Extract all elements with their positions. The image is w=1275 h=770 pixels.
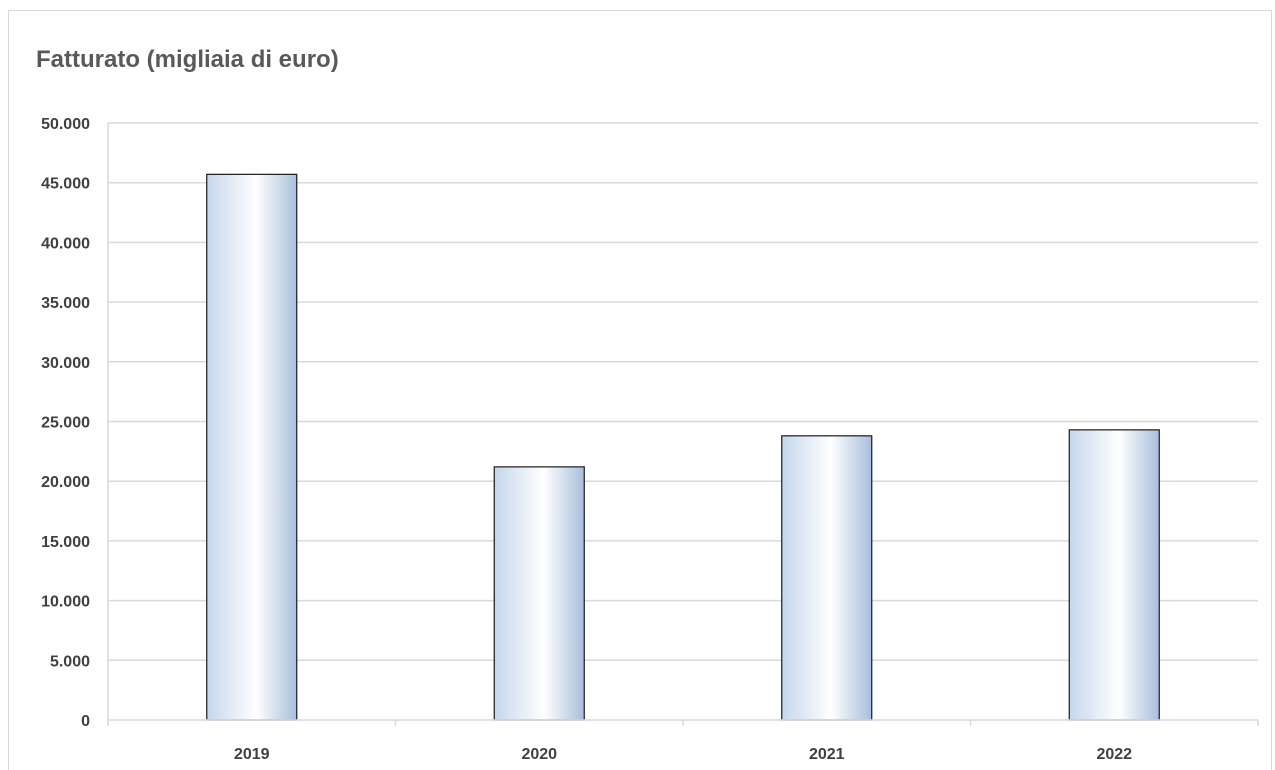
- x-tick-label: 2022: [1096, 746, 1132, 763]
- y-tick-label: 20.000: [41, 474, 90, 491]
- y-tick-label: 35.000: [41, 295, 90, 312]
- y-tick-label: 45.000: [41, 176, 90, 193]
- x-tick-label: 2020: [521, 746, 557, 763]
- y-tick-label: 0: [81, 713, 90, 730]
- chart-title: Fatturato (migliaia di euro): [36, 46, 339, 73]
- y-tick-label: 30.000: [41, 355, 90, 372]
- axes: [107, 123, 1259, 726]
- x-tick-label: 2019: [234, 746, 270, 763]
- y-tick-label: 5.000: [50, 653, 90, 670]
- bars: [206, 173, 1160, 721]
- bar-2020: [493, 466, 585, 721]
- bar-2021: [781, 435, 873, 721]
- x-tick-label: 2021: [809, 746, 845, 763]
- y-tick-label: 50.000: [41, 116, 90, 133]
- y-tick-label: 40.000: [41, 235, 90, 252]
- bar-2022: [1068, 429, 1160, 721]
- gridlines: [108, 122, 1258, 662]
- tick-labels: 0 5.000 10.000 15.000 20.000 25.000 30.000 35.0…: [41, 116, 1132, 763]
- y-tick-label: 15.000: [41, 534, 90, 551]
- y-tick-label: 25.000: [41, 415, 90, 432]
- bar-2019: [206, 173, 298, 721]
- y-tick-label: 10.000: [41, 594, 90, 611]
